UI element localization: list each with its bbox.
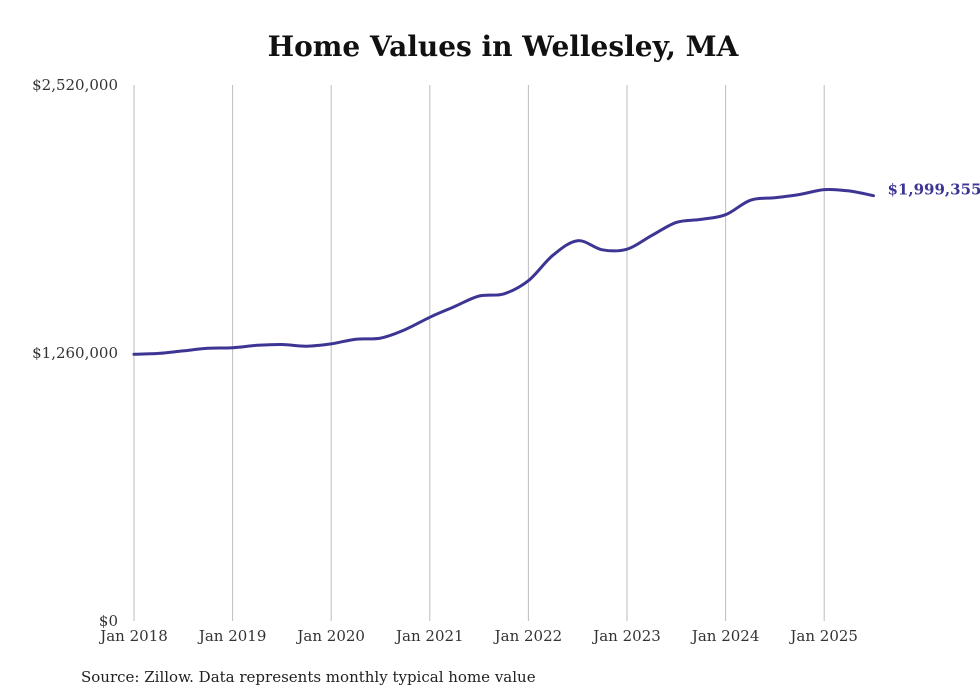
x-tick-label: Jan 2023: [591, 627, 661, 645]
y-tick-label: $2,520,000: [32, 76, 118, 94]
y-tick-label: $0: [99, 612, 118, 630]
x-tick-label: Jan 2022: [493, 627, 563, 645]
x-tick-label: Jan 2025: [788, 627, 858, 645]
x-tick-label: Jan 2024: [690, 627, 760, 645]
chart-title: Home Values in Wellesley, MA: [267, 30, 739, 63]
x-tick-label: Jan 2018: [98, 627, 168, 645]
x-tick-label: Jan 2021: [394, 627, 464, 645]
source-note: Source: Zillow. Data represents monthly …: [81, 668, 536, 686]
x-tick-label: Jan 2019: [197, 627, 267, 645]
x-tick-label: Jan 2020: [295, 627, 365, 645]
series-line: [132, 187, 875, 356]
series-end-label: $1,999,355: [888, 181, 980, 199]
y-tick-label: $1,260,000: [32, 344, 118, 362]
